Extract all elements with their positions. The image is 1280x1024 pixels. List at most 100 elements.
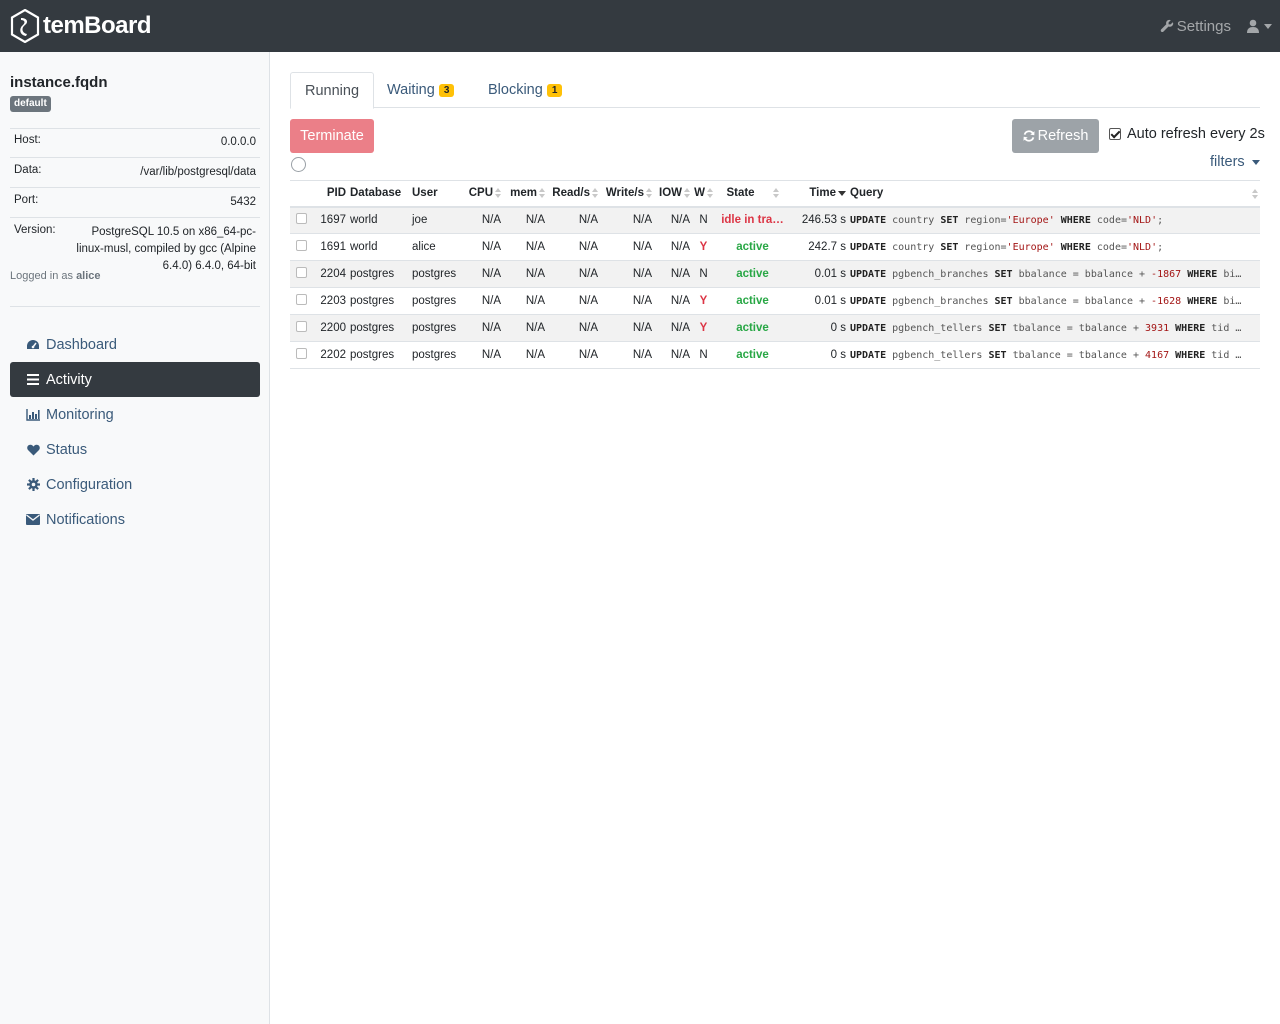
user-value: postgres [412, 349, 457, 361]
cell-query: UPDATE pgbench_tellers SET tbalance = tb… [848, 341, 1260, 369]
user-value: postgres [412, 322, 457, 334]
sort-icon [592, 188, 598, 199]
column-header-query[interactable]: Query [848, 180, 1260, 208]
cell-database: postgres [348, 341, 410, 369]
pid-value: 1691 [320, 241, 346, 253]
cell-read: N/A [547, 206, 600, 234]
cell-user: postgres [410, 341, 465, 369]
column-header-iow[interactable]: IOW [654, 180, 692, 208]
user-menu[interactable] [1247, 19, 1272, 33]
state-value: active [736, 349, 769, 361]
row-select-cell [290, 314, 314, 342]
user-icon [1247, 19, 1259, 33]
iow-value: N/A [670, 295, 690, 307]
sidebar-item-configuration[interactable]: Configuration [10, 467, 260, 502]
time-value: 0.01 s [814, 268, 846, 280]
top-navbar: temBoard Settings [0, 0, 1280, 52]
logged-in-user: alice [76, 270, 101, 282]
query-value: UPDATE pgbench_branches SET bbalance = b… [850, 268, 1242, 280]
cell-iow: N/A [654, 314, 692, 342]
cell-write: N/A [600, 287, 654, 315]
auto-refresh-checkbox[interactable] [1109, 128, 1121, 140]
cell-state: idle in tra… [715, 206, 790, 234]
cell-pid: 2202 [314, 341, 348, 369]
w-value: Y [699, 295, 708, 307]
row-select-cell [290, 206, 314, 234]
row-checkbox[interactable] [296, 321, 307, 332]
cell-time: 0.01 s [790, 287, 848, 315]
settings-label: Settings [1176, 17, 1231, 35]
wrench-icon [1160, 19, 1173, 33]
sort-icon [706, 188, 713, 199]
write-value: N/A [632, 214, 652, 227]
sidebar-divider [10, 306, 260, 307]
filters-dropdown[interactable]: filters [1210, 154, 1260, 170]
column-header-time[interactable]: Time [790, 180, 848, 208]
sidebar-nav: Dashboard Activity Monitoring Status Con… [10, 327, 260, 537]
sidebar-item-status[interactable]: Status [10, 432, 260, 467]
sidebar-item-notifications[interactable]: Notifications [10, 502, 260, 537]
refresh-button[interactable]: Refresh [1012, 119, 1099, 153]
row-checkbox[interactable] [296, 348, 307, 359]
auto-refresh-toggle[interactable]: Auto refresh every 2s [1109, 126, 1265, 142]
sidebar-item-activity[interactable]: Activity [10, 362, 260, 397]
sidebar-item-monitoring[interactable]: Monitoring [10, 397, 260, 432]
cell-database: postgres [348, 287, 410, 315]
sort-icon [684, 188, 690, 199]
query-value: UPDATE pgbench_tellers SET tbalance = tb… [850, 349, 1242, 361]
w-value: N [699, 268, 708, 280]
column-header-w[interactable]: W [692, 180, 715, 208]
database-value: world [350, 241, 378, 253]
info-value: 0.0.0.0 [70, 128, 260, 158]
pid-value: 2202 [320, 349, 346, 361]
cell-query: UPDATE pgbench_branches SET bbalance = b… [848, 287, 1260, 315]
sort-icon [495, 188, 501, 199]
tab-waiting[interactable]: Waiting 3 [373, 72, 468, 108]
read-value: N/A [578, 241, 598, 253]
state-value: idle in tra… [721, 214, 784, 227]
pid-value: 1697 [320, 214, 346, 227]
write-value: N/A [632, 322, 652, 334]
column-header-user[interactable]: User [410, 180, 465, 208]
column-header-pid[interactable]: PID [314, 180, 348, 208]
chevron-down-icon [1251, 159, 1260, 165]
query-value: UPDATE pgbench_branches SET bbalance = b… [850, 295, 1242, 307]
info-row-data: Data: /var/lib/postgresql/data [10, 157, 260, 188]
cell-cpu: N/A [465, 233, 503, 261]
sort-icon [772, 188, 779, 199]
cell-read: N/A [547, 314, 600, 342]
pid-value: 2204 [320, 268, 346, 280]
row-checkbox[interactable] [296, 294, 307, 305]
tab-running[interactable]: Running [290, 72, 375, 109]
column-header-database[interactable]: Database [348, 180, 410, 208]
brand[interactable]: temBoard [10, 9, 152, 43]
column-header-cpu[interactable]: CPU [465, 180, 503, 208]
cell-state: active [715, 233, 790, 261]
cell-w: Y [692, 287, 715, 315]
pid-value: 2203 [320, 295, 346, 307]
tab-blocking[interactable]: Blocking 1 [474, 72, 576, 108]
w-value: N [699, 349, 708, 361]
column-header-state[interactable]: State [715, 180, 790, 208]
cell-time: 0.01 s [790, 260, 848, 288]
column-header-read[interactable]: Read/s [547, 180, 600, 208]
read-value: N/A [578, 214, 598, 227]
row-checkbox[interactable] [296, 213, 307, 225]
settings-link[interactable]: Settings [1160, 18, 1231, 35]
terminate-button[interactable]: Terminate [290, 119, 374, 153]
column-header-write[interactable]: Write/s [600, 180, 654, 208]
mem-value: N/A [525, 268, 545, 280]
cell-time: 0 s [790, 341, 848, 369]
sidebar-item-dashboard[interactable]: Dashboard [10, 327, 260, 362]
iow-value: N/A [670, 349, 690, 361]
row-checkbox[interactable] [296, 267, 307, 278]
cell-cpu: N/A [465, 341, 503, 369]
column-header-mem[interactable]: mem [503, 180, 547, 208]
row-checkbox[interactable] [296, 240, 307, 251]
